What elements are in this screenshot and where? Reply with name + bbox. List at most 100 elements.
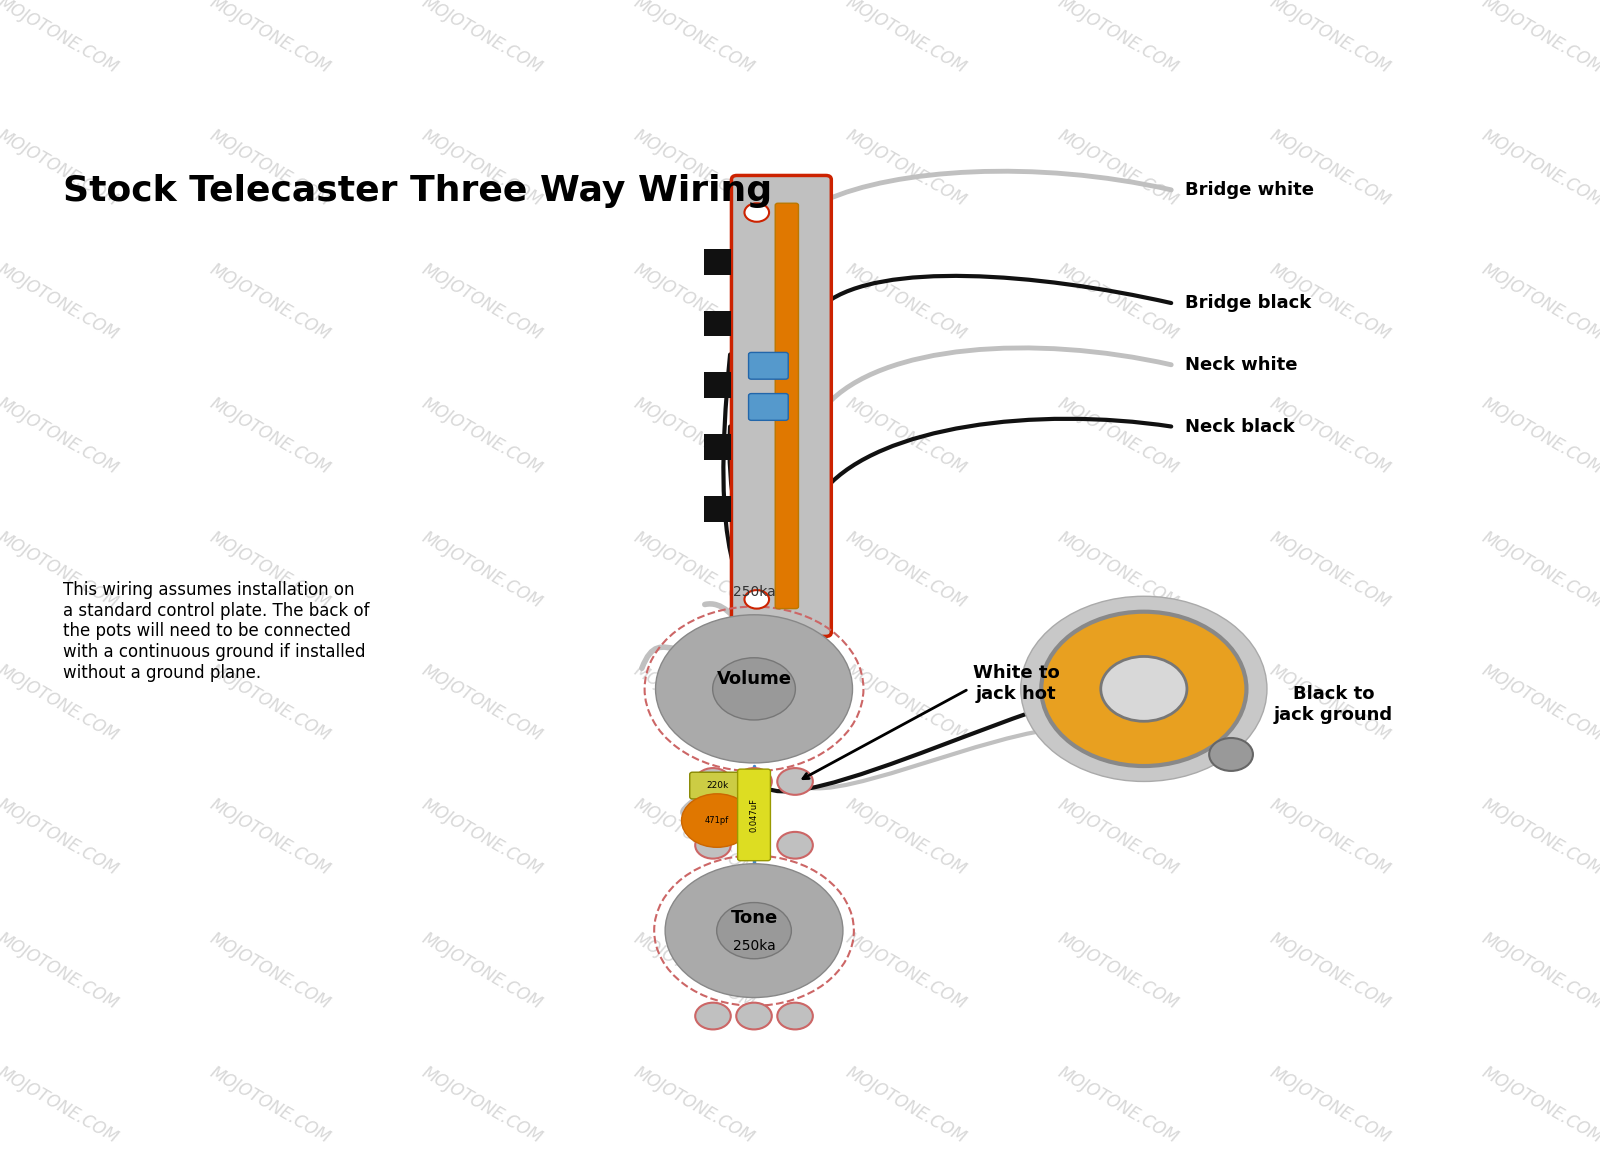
Circle shape — [778, 768, 813, 795]
Text: MOJOTONE.COM: MOJOTONE.COM — [630, 929, 758, 1014]
Text: MOJOTONE.COM: MOJOTONE.COM — [630, 528, 758, 612]
Text: MOJOTONE.COM: MOJOTONE.COM — [843, 395, 970, 478]
Text: MOJOTONE.COM: MOJOTONE.COM — [1054, 796, 1182, 879]
Text: MOJOTONE.COM: MOJOTONE.COM — [419, 0, 546, 76]
Text: Neck black: Neck black — [1186, 418, 1294, 435]
Text: Black to
jack ground: Black to jack ground — [1274, 685, 1394, 723]
Circle shape — [696, 768, 731, 795]
Text: MOJOTONE.COM: MOJOTONE.COM — [843, 662, 970, 745]
Text: 250ka: 250ka — [733, 939, 776, 953]
Text: MOJOTONE.COM: MOJOTONE.COM — [1267, 260, 1394, 344]
Text: MOJOTONE.COM: MOJOTONE.COM — [1478, 260, 1600, 344]
Text: 471pf: 471pf — [706, 816, 730, 825]
Circle shape — [744, 204, 770, 222]
Text: This wiring assumes installation on
a standard control plate. The back of
the po: This wiring assumes installation on a st… — [64, 581, 370, 681]
Text: MOJOTONE.COM: MOJOTONE.COM — [1478, 528, 1600, 612]
Circle shape — [712, 657, 795, 720]
Text: MOJOTONE.COM: MOJOTONE.COM — [1478, 127, 1600, 211]
Text: MOJOTONE.COM: MOJOTONE.COM — [206, 260, 334, 344]
FancyBboxPatch shape — [731, 176, 832, 636]
Text: Stock Telecaster Three Way Wiring: Stock Telecaster Three Way Wiring — [64, 175, 773, 208]
Text: MOJOTONE.COM: MOJOTONE.COM — [206, 528, 334, 612]
Circle shape — [666, 864, 843, 997]
Text: MOJOTONE.COM: MOJOTONE.COM — [843, 1063, 970, 1147]
Text: MOJOTONE.COM: MOJOTONE.COM — [1478, 1063, 1600, 1147]
FancyBboxPatch shape — [776, 204, 798, 609]
Text: MOJOTONE.COM: MOJOTONE.COM — [630, 662, 758, 745]
Text: 250ka: 250ka — [733, 585, 776, 599]
Text: MOJOTONE.COM: MOJOTONE.COM — [843, 0, 970, 76]
Bar — [704, 434, 731, 460]
Circle shape — [682, 794, 752, 847]
Text: Bridge white: Bridge white — [1186, 180, 1314, 199]
Text: MOJOTONE.COM: MOJOTONE.COM — [1478, 796, 1600, 879]
Text: MOJOTONE.COM: MOJOTONE.COM — [630, 0, 758, 76]
Text: MOJOTONE.COM: MOJOTONE.COM — [1478, 929, 1600, 1014]
FancyBboxPatch shape — [749, 353, 789, 379]
Text: MOJOTONE.COM: MOJOTONE.COM — [206, 395, 334, 478]
Text: MOJOTONE.COM: MOJOTONE.COM — [419, 662, 546, 745]
Text: MOJOTONE.COM: MOJOTONE.COM — [1267, 662, 1394, 745]
Text: MOJOTONE.COM: MOJOTONE.COM — [419, 528, 546, 612]
Bar — [704, 311, 731, 337]
Text: MOJOTONE.COM: MOJOTONE.COM — [0, 528, 122, 612]
Text: MOJOTONE.COM: MOJOTONE.COM — [0, 1063, 122, 1147]
Circle shape — [717, 902, 792, 959]
Text: MOJOTONE.COM: MOJOTONE.COM — [1054, 260, 1182, 344]
Bar — [704, 373, 731, 398]
Text: MOJOTONE.COM: MOJOTONE.COM — [206, 796, 334, 879]
Circle shape — [736, 1003, 771, 1030]
Text: MOJOTONE.COM: MOJOTONE.COM — [419, 260, 546, 344]
Text: Tone: Tone — [731, 909, 778, 927]
Text: MOJOTONE.COM: MOJOTONE.COM — [1054, 662, 1182, 745]
Text: MOJOTONE.COM: MOJOTONE.COM — [1054, 395, 1182, 478]
Text: MOJOTONE.COM: MOJOTONE.COM — [843, 929, 970, 1014]
Circle shape — [696, 832, 731, 858]
Text: MOJOTONE.COM: MOJOTONE.COM — [0, 0, 122, 76]
Text: MOJOTONE.COM: MOJOTONE.COM — [0, 127, 122, 211]
Text: MOJOTONE.COM: MOJOTONE.COM — [0, 395, 122, 478]
Text: MOJOTONE.COM: MOJOTONE.COM — [1267, 528, 1394, 612]
Text: MOJOTONE.COM: MOJOTONE.COM — [1267, 1063, 1394, 1147]
Text: Bridge black: Bridge black — [1186, 294, 1310, 312]
Text: MOJOTONE.COM: MOJOTONE.COM — [206, 662, 334, 745]
Text: MOJOTONE.COM: MOJOTONE.COM — [206, 929, 334, 1014]
Text: MOJOTONE.COM: MOJOTONE.COM — [1054, 127, 1182, 211]
Text: MOJOTONE.COM: MOJOTONE.COM — [843, 260, 970, 344]
Text: MOJOTONE.COM: MOJOTONE.COM — [1267, 395, 1394, 478]
Text: MOJOTONE.COM: MOJOTONE.COM — [1267, 127, 1394, 211]
Circle shape — [744, 590, 770, 609]
Text: MOJOTONE.COM: MOJOTONE.COM — [419, 1063, 546, 1147]
Text: MOJOTONE.COM: MOJOTONE.COM — [1267, 796, 1394, 879]
Text: MOJOTONE.COM: MOJOTONE.COM — [0, 929, 122, 1014]
Text: MOJOTONE.COM: MOJOTONE.COM — [1478, 662, 1600, 745]
Circle shape — [1210, 738, 1253, 771]
Circle shape — [656, 614, 853, 762]
Text: MOJOTONE.COM: MOJOTONE.COM — [630, 796, 758, 879]
Text: MOJOTONE.COM: MOJOTONE.COM — [1478, 395, 1600, 478]
Text: MOJOTONE.COM: MOJOTONE.COM — [630, 260, 758, 344]
Circle shape — [696, 1003, 731, 1030]
Text: MOJOTONE.COM: MOJOTONE.COM — [206, 0, 334, 76]
Text: 220k: 220k — [706, 781, 728, 790]
Circle shape — [1021, 596, 1267, 781]
Text: MOJOTONE.COM: MOJOTONE.COM — [0, 662, 122, 745]
Text: MOJOTONE.COM: MOJOTONE.COM — [1054, 929, 1182, 1014]
Text: MOJOTONE.COM: MOJOTONE.COM — [419, 796, 546, 879]
Text: MOJOTONE.COM: MOJOTONE.COM — [419, 127, 546, 211]
Text: MOJOTONE.COM: MOJOTONE.COM — [1267, 0, 1394, 76]
Text: MOJOTONE.COM: MOJOTONE.COM — [0, 260, 122, 344]
Bar — [704, 496, 731, 522]
Text: MOJOTONE.COM: MOJOTONE.COM — [1054, 528, 1182, 612]
Text: 0.047uF: 0.047uF — [749, 798, 758, 832]
Text: Volume: Volume — [717, 670, 792, 687]
Circle shape — [778, 1003, 813, 1030]
Text: MOJOTONE.COM: MOJOTONE.COM — [1054, 1063, 1182, 1147]
Circle shape — [778, 832, 813, 858]
Circle shape — [736, 768, 771, 795]
Text: MOJOTONE.COM: MOJOTONE.COM — [206, 127, 334, 211]
Text: MOJOTONE.COM: MOJOTONE.COM — [0, 796, 122, 879]
Text: MOJOTONE.COM: MOJOTONE.COM — [1054, 0, 1182, 76]
Text: MOJOTONE.COM: MOJOTONE.COM — [630, 127, 758, 211]
Circle shape — [1101, 656, 1187, 721]
